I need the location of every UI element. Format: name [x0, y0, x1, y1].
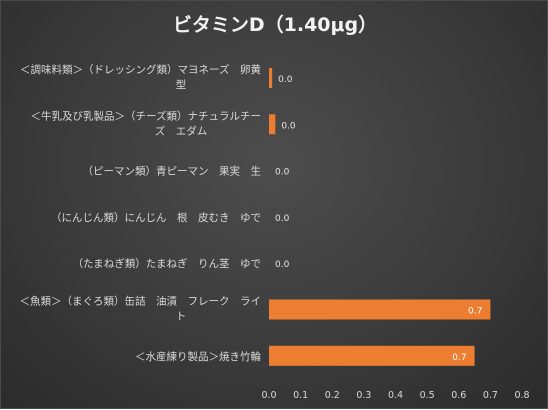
x-tick-label: 0.3 [356, 390, 371, 401]
category-label: ＜水産練り製品＞焼き竹輪 [135, 350, 261, 363]
category-label-line: ト [176, 311, 187, 323]
x-tick-label: 0.1 [293, 390, 308, 401]
x-tick-label: 0.5 [420, 390, 435, 401]
data-label: 0.0 [275, 260, 290, 270]
category-label-line: ＜調味料類＞（ドレッシング類）マヨネーズ 卵黄 [20, 63, 261, 76]
chart-title: ビタミンD（1.40μg） [173, 13, 377, 36]
bar [269, 68, 273, 88]
bar [269, 299, 491, 320]
category-label: ＜調味料類＞（ドレッシング類）マヨネーズ 卵黄型 [20, 63, 261, 91]
category-label-line: ＜水産練り製品＞焼き竹輪 [135, 350, 261, 363]
data-label: 0.0 [281, 121, 296, 131]
x-tick-label: 0.7 [483, 390, 498, 401]
x-tick-label: 0.8 [514, 390, 529, 401]
category-label: ＜牛乳及び乳製品＞（チーズ類）ナチュラルチーズ エダム [31, 109, 261, 137]
data-label: 0.0 [278, 75, 293, 85]
category-label-line: ズ エダム [155, 124, 208, 137]
data-label: 0.7 [468, 307, 482, 317]
data-label: 0.7 [452, 353, 466, 363]
x-tick-label: 0.4 [388, 390, 403, 401]
category-label: （にんじん類）にんじん 根 皮むき ゆで [51, 211, 261, 224]
category-label-line: ＜牛乳及び乳製品＞（チーズ類）ナチュラルチー [31, 109, 261, 122]
x-tick-label: 0.2 [325, 390, 340, 401]
category-label: ＜魚類＞（まぐろ類）缶詰 油漬 フレーク ライト [20, 295, 262, 323]
data-label: 0.0 [275, 214, 290, 224]
bar [269, 114, 276, 135]
data-label: 0.0 [275, 168, 290, 178]
category-label: （ピーマン類）青ピーマン 果実 生 [83, 165, 262, 178]
x-tick-label: 0.6 [451, 390, 466, 401]
plot-area: 0.0 0.1 0.2 0.3 0.4 0.5 0.6 0.7 0.8 ＜調味料類＞（ドレッシング… [20, 63, 530, 401]
category-label-line: （にんじん類）にんじん 根 皮むき ゆで [51, 211, 261, 224]
category-label-line: 型 [176, 78, 187, 91]
category-label-line: （ピーマン類）青ピーマン 果実 生 [83, 165, 262, 178]
category-label-line: ＜魚類＞（まぐろ類）缶詰 油漬 フレーク ライ [20, 295, 262, 308]
category-label: （たまねぎ類）たまねぎ りん茎 ゆで [73, 257, 261, 270]
bar [269, 345, 475, 366]
x-tick-label: 0.0 [261, 390, 276, 401]
category-label-line: （たまねぎ類）たまねぎ りん茎 ゆで [73, 257, 261, 270]
